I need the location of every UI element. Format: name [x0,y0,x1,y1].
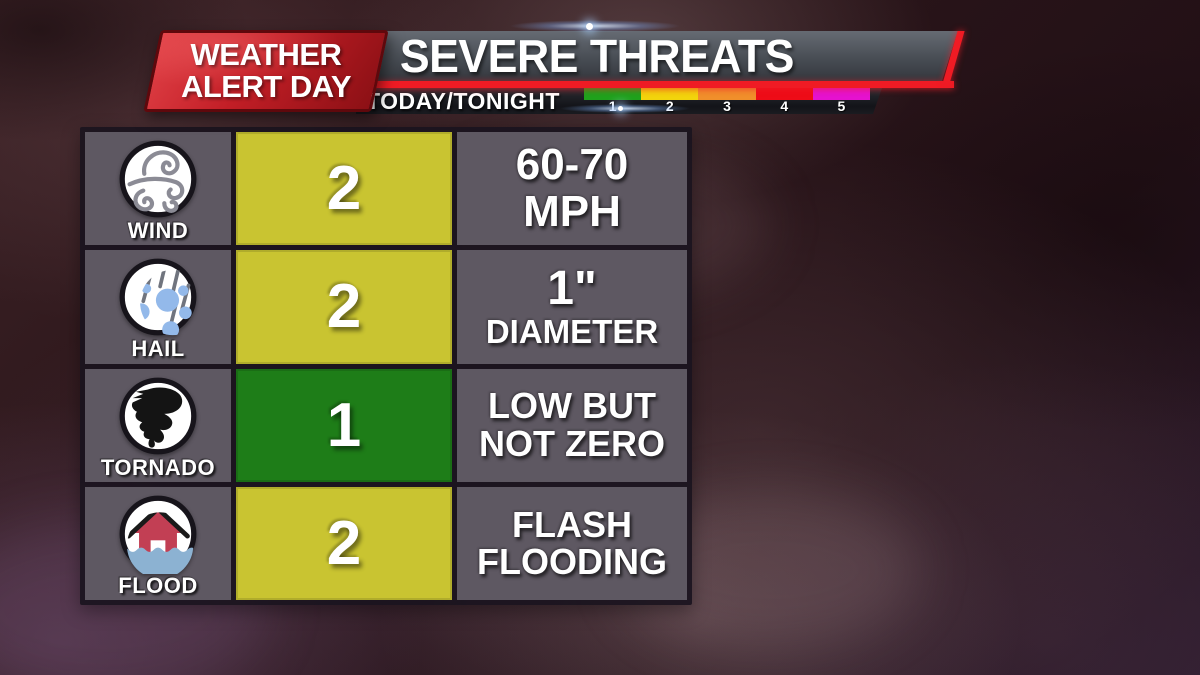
threat-detail-line: FLOODING [477,541,667,583]
threat-label: HAIL [131,336,185,362]
threat-label: TORNADO [100,454,216,480]
threat-level-cell: 2 [236,250,452,364]
threat-detail-cell: 1" DIAMETER [457,250,687,364]
scale-number: 4 [780,98,789,114]
threat-level-cell: 2 [236,132,452,246]
scale-segment-5 [813,88,870,100]
threat-level-cell: 2 [236,486,452,600]
badge-line-2: ALERT DAY [180,69,352,104]
threat-detail-cell: FLASH FLOODING [457,486,687,600]
threat-table: WIND 2 60-70 MPH [80,127,692,605]
threat-detail-line: DIAMETER [485,312,659,350]
scale-segment-4 [756,88,813,100]
flood-icon [119,495,197,574]
scale-number: 3 [723,98,731,114]
threat-detail-line: FLASH [512,503,632,545]
table-row-hail-icon-cell: HAIL [85,250,231,364]
scale-segment-1 [584,88,641,100]
weather-alert-day-badge: WEATHER ALERT DAY [143,30,389,112]
badge-line-1: WEATHER [190,37,342,73]
threat-detail-line: LOW BUT [488,385,656,427]
severe-threats-banner: SEVERE THREATS [356,31,958,81]
tornado-icon [119,377,197,454]
threat-detail-cell: 60-70 MPH [457,132,687,246]
wind-icon [119,140,197,218]
threat-scale-numbers: 1 2 3 4 5 [584,100,870,114]
timeframe-label: TODAY/TONIGHT [366,88,560,114]
threat-label: FLOOD [118,572,198,598]
threat-detail-line: NOT ZERO [479,423,665,465]
hail-icon [119,258,197,337]
threat-label: WIND [127,218,189,243]
threat-scale-legend: 1 2 3 4 5 [584,88,870,114]
page-title: SEVERE THREATS [399,30,794,82]
threat-detail-line: MPH [523,186,621,236]
table-row-flood-icon-cell: FLOOD [85,486,231,600]
timeframe-strip: TODAY/TONIGHT 1 2 3 4 5 [356,88,882,114]
table-row-wind-icon-cell: WIND [85,132,231,246]
threat-detail-line: 60-70 [515,140,629,190]
scale-number: 5 [837,98,846,114]
threat-detail-cell: LOW BUT NOT ZERO [457,368,687,482]
banner-underline [356,81,954,88]
scale-segment-3 [698,88,755,100]
scale-segment-2 [641,88,698,100]
threat-detail-line: 1" [547,262,597,316]
threat-scale-bar [584,88,870,100]
table-row-tornado-icon-cell: TORNADO [85,368,231,482]
scale-number: 2 [665,98,674,114]
badge-text: WEATHER ALERT DAY [155,33,377,109]
scale-number: 1 [608,98,617,114]
threat-level-cell: 1 [236,368,452,482]
